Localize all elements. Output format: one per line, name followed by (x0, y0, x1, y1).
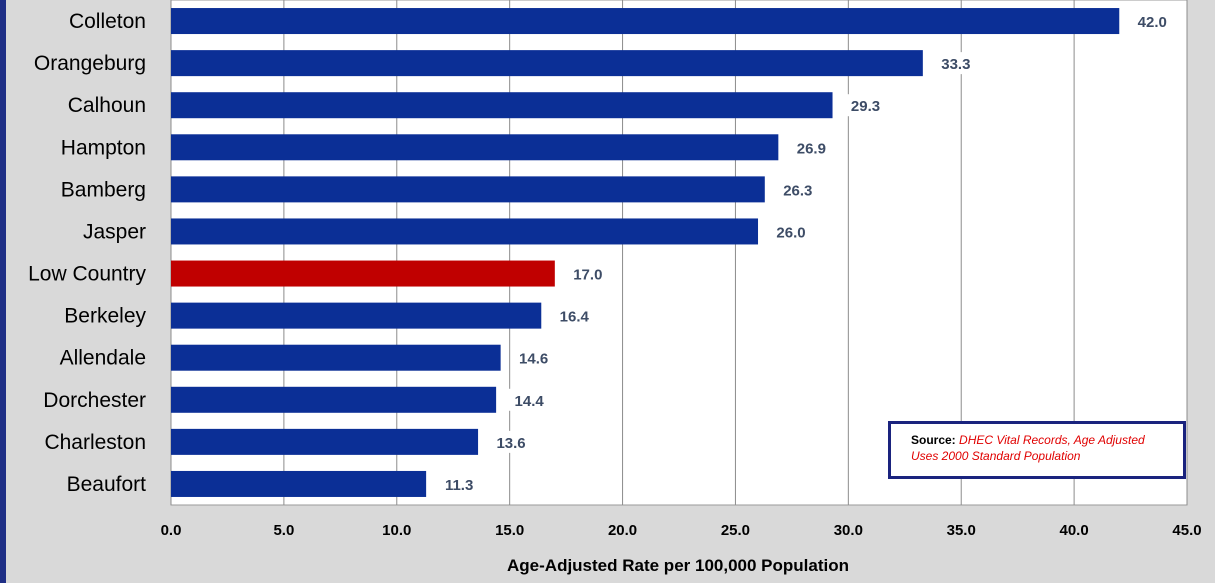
bar (171, 386, 497, 413)
category-label: Beaufort (67, 473, 147, 496)
bar (171, 470, 427, 497)
value-label: 42.0 (1138, 14, 1167, 31)
category-label: Calhoun (68, 94, 146, 117)
category-label: Charleston (44, 431, 146, 454)
bar (171, 218, 759, 245)
value-label: 13.6 (496, 435, 525, 452)
bar (171, 50, 923, 77)
category-labels: Colleton Orangeburg Calhoun Hampton Bamberg J… (28, 10, 146, 496)
category-label: Colleton (69, 10, 146, 33)
value-label: 14.4 (515, 393, 545, 410)
value-label-background (1129, 10, 1176, 33)
value-label-background (768, 220, 815, 243)
x-tick-label: 45.0 (1172, 522, 1201, 539)
bar (171, 134, 779, 161)
x-tick-label: 10.0 (382, 522, 411, 539)
bar (171, 302, 542, 329)
source-label: Source: (911, 433, 956, 447)
x-tick-label: 30.0 (834, 522, 863, 539)
x-tick-label: 40.0 (1060, 522, 1089, 539)
bar (171, 176, 765, 203)
value-label: 26.9 (797, 140, 826, 157)
x-tick-labels: 0.0 5.0 10.0 15.0 20.0 25.0 30.0 35.0 40.0 45.0 (161, 522, 1202, 539)
category-label: Low Country (28, 263, 146, 286)
value-label-background (436, 472, 483, 495)
x-tick-label: 25.0 (721, 522, 750, 539)
value-label: 14.6 (519, 351, 548, 368)
category-label: Jasper (83, 220, 146, 243)
category-label: Berkeley (64, 305, 146, 328)
value-label-background (551, 304, 598, 327)
bar (171, 344, 501, 371)
x-tick-label: 0.0 (161, 522, 182, 539)
category-label: Hampton (61, 136, 146, 159)
x-tick-label: 35.0 (947, 522, 976, 539)
x-tick-label: 15.0 (495, 522, 524, 539)
category-label: Orangeburg (34, 52, 146, 75)
value-label-background (506, 388, 553, 411)
value-label-background (510, 346, 557, 369)
category-label: Bamberg (61, 178, 146, 201)
value-label-background (788, 136, 835, 159)
value-label-background (488, 430, 535, 453)
source-text: DHEC Vital Records, Age Adjusted Uses 20… (911, 433, 1145, 463)
value-label: 16.4 (560, 309, 590, 326)
bar (171, 92, 833, 119)
value-label-background (932, 52, 979, 75)
value-label: 17.0 (573, 267, 602, 284)
x-tick-label: 5.0 (273, 522, 294, 539)
x-tick-label: 20.0 (608, 522, 637, 539)
bars (171, 8, 1120, 497)
value-label-background (564, 262, 611, 285)
value-label-background (842, 94, 889, 117)
value-label: 29.3 (851, 98, 880, 115)
x-axis-title: Age-Adjusted Rate per 100,000 Population (507, 556, 849, 575)
bar (171, 8, 1120, 35)
gridlines (170, 0, 1188, 505)
category-label: Dorchester (43, 389, 146, 412)
value-label: 26.3 (783, 182, 812, 199)
bar (171, 260, 555, 287)
plot-area (170, 0, 1188, 506)
value-label: 33.3 (941, 56, 970, 73)
value-label-background (774, 178, 821, 201)
category-label: Allendale (60, 347, 146, 370)
source-note: Source: DHEC Vital Records, Age Adjusted… (888, 421, 1186, 479)
value-labels: 42.0 33.3 29.3 26.9 26.3 26.0 17.0 16.4 14.6 14.4… (436, 10, 1176, 495)
value-label: 26.0 (776, 224, 805, 241)
bar (171, 428, 479, 455)
value-label: 11.3 (445, 477, 473, 494)
